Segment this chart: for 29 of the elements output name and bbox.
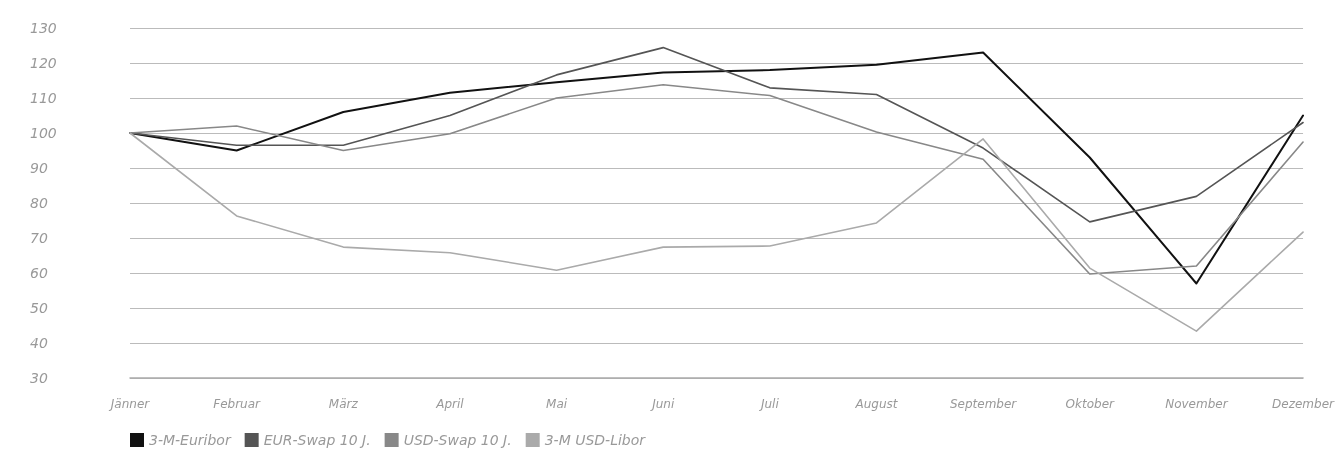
line-series bbox=[129, 83, 1304, 275]
y-tick-label: 50 bbox=[30, 300, 48, 316]
y-tick-label: 120 bbox=[30, 55, 57, 71]
x-tick-label: Jänner bbox=[108, 397, 151, 411]
x-tick-label: März bbox=[328, 397, 359, 411]
line-series bbox=[129, 132, 1304, 332]
legend-label: 3-M USD-Libor bbox=[544, 432, 647, 448]
y-tick-label: 80 bbox=[30, 195, 48, 211]
legend-label: EUR-Swap 10 J. bbox=[263, 432, 371, 448]
x-tick-label: Juni bbox=[650, 397, 675, 411]
y-tick-label: 30 bbox=[30, 370, 48, 386]
x-tick-label: August bbox=[854, 397, 899, 411]
x-tick-label: Februar bbox=[213, 397, 262, 411]
x-tick-label: November bbox=[1165, 397, 1229, 411]
x-tick-label: Juli bbox=[758, 397, 780, 411]
y-tick-label: 100 bbox=[30, 125, 57, 141]
y-tick-label: 60 bbox=[30, 265, 48, 281]
x-tick-label: Mai bbox=[546, 397, 568, 411]
y-tick-label: 130 bbox=[30, 20, 57, 36]
x-tick-label: April bbox=[435, 397, 465, 411]
y-tick-label: 90 bbox=[30, 160, 48, 176]
x-tick-label: September bbox=[949, 397, 1018, 411]
y-tick-label: 110 bbox=[30, 90, 57, 106]
y-tick-label: 70 bbox=[30, 230, 48, 246]
legend-label: USD-Swap 10 J. bbox=[403, 432, 512, 448]
y-tick-label: 40 bbox=[30, 335, 48, 351]
x-tick-label: Dezember bbox=[1272, 397, 1336, 411]
x-tick-label: Oktober bbox=[1065, 397, 1116, 411]
legend-label: 3-M-Euribor bbox=[149, 432, 232, 448]
